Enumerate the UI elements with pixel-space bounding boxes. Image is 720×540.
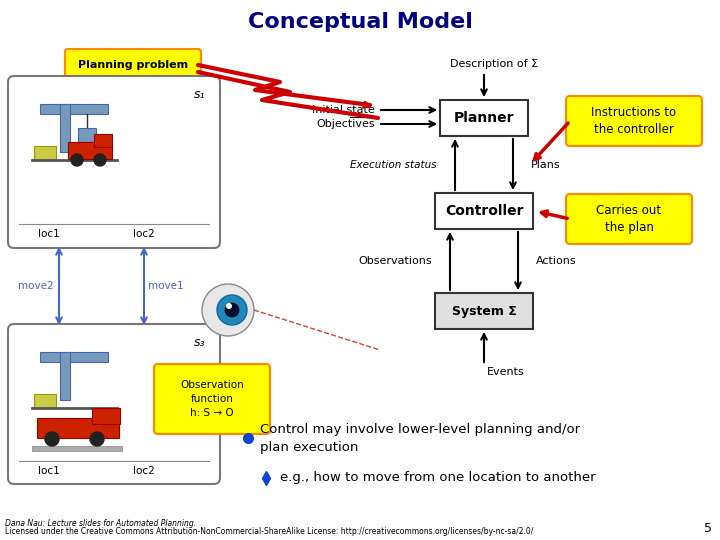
Text: loc2: loc2 [133, 229, 155, 239]
Text: Planning problem: Planning problem [78, 60, 188, 70]
Circle shape [202, 284, 254, 336]
Text: Execution status: Execution status [351, 159, 437, 170]
Circle shape [90, 432, 104, 446]
Text: loc2: loc2 [133, 466, 155, 476]
Text: 5: 5 [704, 522, 712, 535]
Bar [92, 408, 120, 424]
Bar [60, 104, 70, 152]
Bar [60, 352, 70, 400]
Text: Controller: Controller [445, 204, 523, 218]
Bar [94, 134, 112, 147]
Text: Planner: Planner [454, 111, 514, 125]
Text: Licensed under the Creative Commons Attribution-NonCommercial-ShareAlike License: Licensed under the Creative Commons Attr… [5, 528, 534, 537]
Text: Plans: Plans [531, 159, 561, 170]
Text: Events: Events [487, 367, 525, 377]
Text: loc1: loc1 [38, 229, 60, 239]
Text: loc1: loc1 [38, 466, 60, 476]
Bar [34, 394, 56, 408]
Text: System Σ: System Σ [451, 305, 516, 318]
Text: Initial state: Initial state [312, 105, 375, 115]
FancyBboxPatch shape [65, 49, 201, 81]
FancyBboxPatch shape [8, 76, 220, 248]
Text: Dana Nau: Lecture slides for Automated Planning.: Dana Nau: Lecture slides for Automated P… [5, 518, 196, 528]
Bar [440, 100, 528, 136]
Text: Control may involve lower-level planning and/or
plan execution: Control may involve lower-level planning… [260, 422, 580, 454]
Circle shape [226, 303, 232, 309]
Text: e.g., how to move from one location to another: e.g., how to move from one location to a… [280, 471, 595, 484]
Circle shape [94, 154, 106, 166]
Text: move1: move1 [148, 281, 184, 291]
Text: Description of Σ: Description of Σ [450, 59, 538, 69]
FancyBboxPatch shape [154, 364, 270, 434]
Text: Carries out
the plan: Carries out the plan [596, 204, 662, 234]
Text: s₁: s₁ [194, 87, 206, 100]
Text: Actions: Actions [536, 256, 577, 266]
Circle shape [45, 432, 59, 446]
Text: move2: move2 [18, 281, 54, 291]
Text: s₃: s₃ [194, 335, 206, 348]
Text: Observations: Observations [359, 256, 432, 266]
Bar [40, 352, 108, 362]
Text: Instructions to
the controller: Instructions to the controller [591, 106, 677, 136]
Text: Objectives: Objectives [316, 119, 375, 129]
Bar [34, 146, 56, 160]
Text: Conceptual Model: Conceptual Model [248, 12, 472, 32]
Bar [68, 142, 112, 159]
Text: Observation
function
h: S → O: Observation function h: S → O [180, 380, 244, 418]
FancyBboxPatch shape [566, 194, 692, 244]
Bar [32, 446, 122, 451]
Circle shape [217, 295, 247, 325]
Bar [435, 193, 533, 229]
Circle shape [225, 303, 239, 317]
Bar [40, 104, 108, 114]
FancyBboxPatch shape [8, 324, 220, 484]
FancyBboxPatch shape [566, 96, 702, 146]
Bar [435, 293, 533, 329]
Bar [37, 418, 119, 438]
Circle shape [71, 154, 83, 166]
Bar [78, 128, 96, 142]
